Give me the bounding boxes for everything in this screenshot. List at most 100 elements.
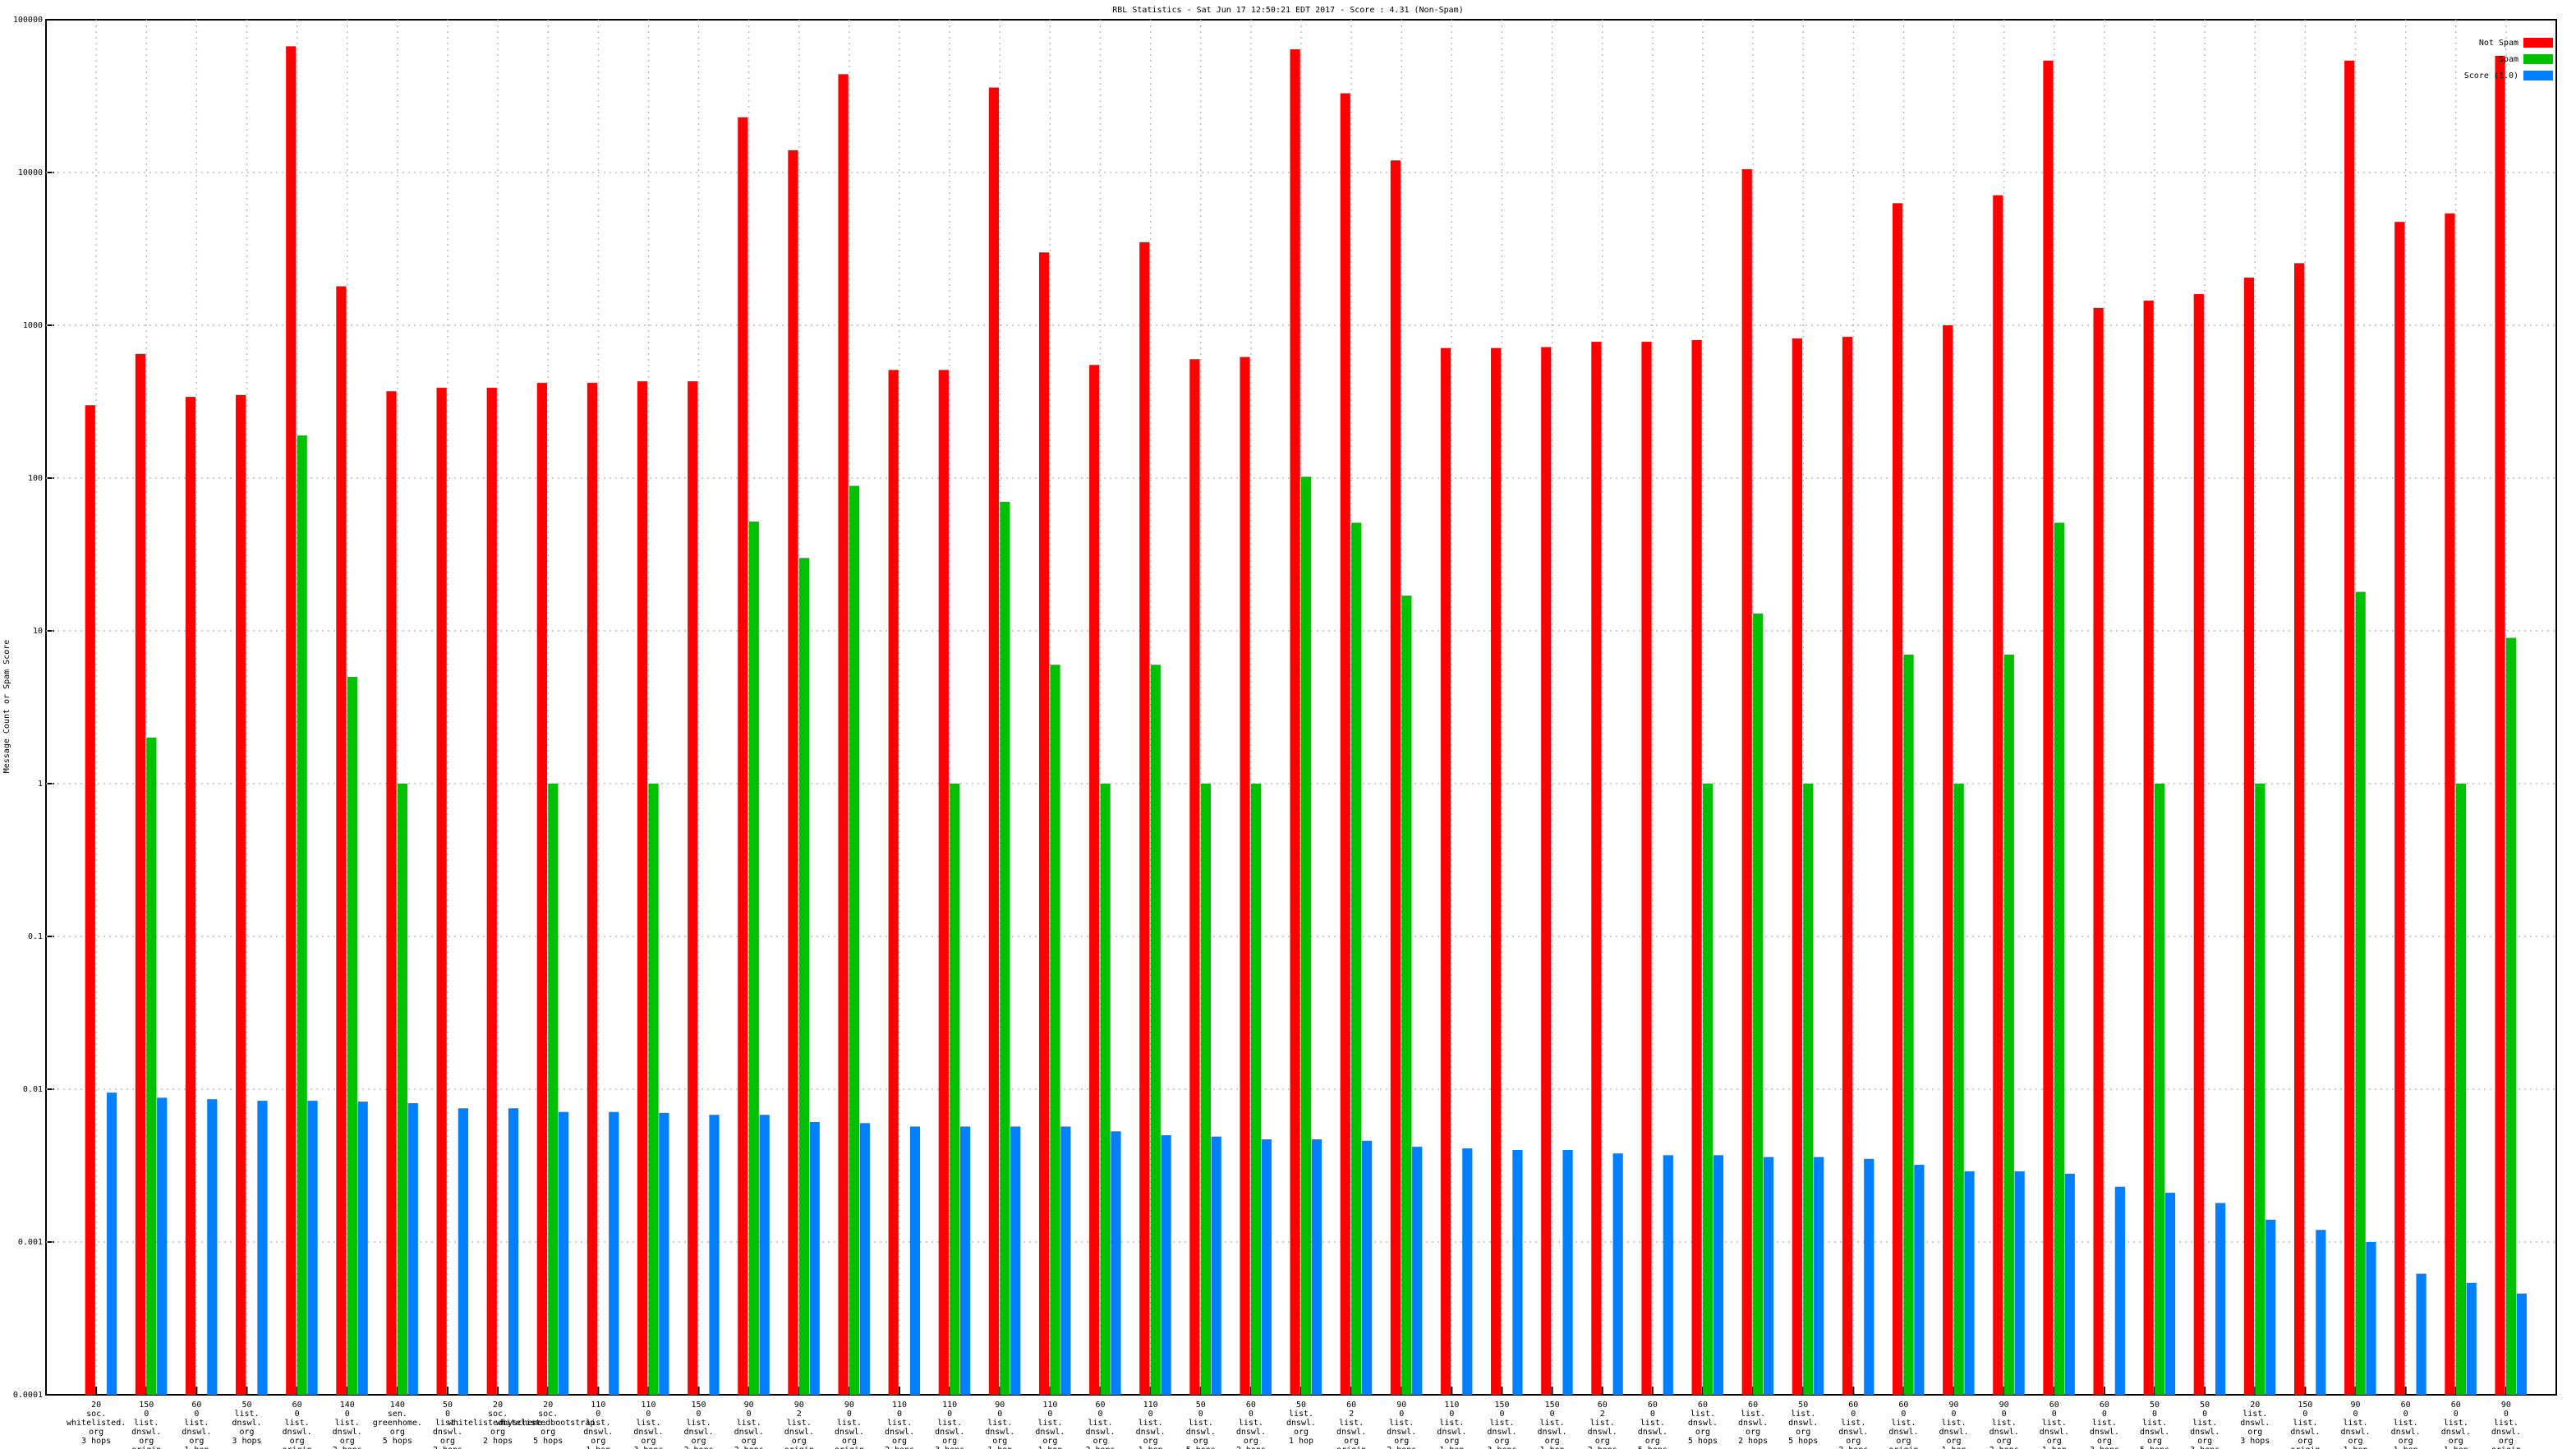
x-tick-label: list. [2192, 1419, 2217, 1428]
bar [458, 1108, 469, 1395]
x-tick-label: 0 [1550, 1410, 1555, 1419]
bar [1161, 1134, 1171, 1395]
bar [1139, 242, 1150, 1395]
y-tick-label: 10000 [18, 168, 43, 177]
x-tick-label: dnswl. [232, 1419, 261, 1428]
x-tick-label: 2 hops [683, 1446, 713, 1449]
x-tick-label: 150 [692, 1401, 706, 1410]
x-tick-label: dnswl. [2140, 1428, 2169, 1437]
x-tick-label: dnswl. [433, 1428, 462, 1437]
x-tick-label: list. [1489, 1419, 1514, 1428]
x-tick-label: org [2449, 1437, 2463, 1446]
bar [286, 46, 297, 1395]
bar [909, 1126, 921, 1395]
x-tick-label: 0 [1499, 1410, 1504, 1419]
x-tick-label: 2 hops [885, 1446, 914, 1449]
x-tick-label: dnswl. [1538, 1428, 1567, 1437]
bar [1401, 596, 1412, 1395]
x-tick-label: org [290, 1437, 305, 1446]
x-tick-label: 90 [2350, 1401, 2360, 1410]
x-tick-label: 1 hop [1037, 1446, 1062, 1449]
x-tick-label: origin [1888, 1446, 1918, 1449]
x-tick-label: list. [787, 1419, 812, 1428]
x-tick-label: 0 [897, 1410, 902, 1419]
bar [2266, 1219, 2276, 1395]
bar [609, 1111, 619, 1395]
x-tick-label: 0 [747, 1410, 752, 1419]
bar [1111, 1131, 1121, 1395]
bar [347, 676, 357, 1395]
bar [586, 383, 598, 1395]
x-tick-label: origin [283, 1446, 312, 1449]
bar [1211, 1136, 1221, 1395]
x-tick-label: 0 [997, 1410, 1002, 1419]
x-tick-label: list. [1239, 1419, 1263, 1428]
bar [2215, 1203, 2226, 1395]
x-tick-label: 20 [91, 1401, 101, 1410]
bar [236, 394, 246, 1395]
x-tick-label: 0 [1399, 1410, 1404, 1419]
bar [1200, 784, 1211, 1395]
x-tick-label: org [1344, 1437, 1359, 1446]
bar [2316, 1230, 2326, 1395]
bar [2466, 1282, 2477, 1395]
x-tick-label: 5 hops [1788, 1437, 1818, 1446]
x-tick-label: list. [1389, 1419, 1414, 1428]
bar [1964, 1171, 1975, 1395]
x-tick-label: list. [737, 1419, 761, 1428]
y-tick-label: 0.01 [23, 1085, 43, 1094]
x-tick-label: whitelistedbootstrap. [496, 1419, 600, 1428]
x-tick-label: 2 [1349, 1410, 1354, 1419]
x-tick-label: dnswl. [1236, 1428, 1266, 1437]
bar [738, 117, 748, 1395]
x-tick-label: 60 [1698, 1401, 1708, 1410]
x-tick-label: dnswl. [2290, 1428, 2320, 1437]
x-tick-label: 0 [194, 1410, 199, 1419]
x-tick-label: org [792, 1437, 807, 1446]
x-tick-label: org [390, 1428, 405, 1437]
x-tick-label: 50 [1296, 1401, 1306, 1410]
bar [2255, 784, 2266, 1395]
bar [1741, 169, 1752, 1395]
x-tick-label: 0 [144, 1410, 149, 1419]
x-tick-label: list. [435, 1419, 460, 1428]
x-tick-label: 0 [2102, 1410, 2107, 1419]
x-tick-label: dnswl. [131, 1428, 161, 1437]
x-tick-label: list. [134, 1419, 159, 1428]
bar [1591, 342, 1602, 1395]
x-tick-label: org [189, 1437, 204, 1446]
x-tick-label: 20 [543, 1401, 553, 1410]
x-tick-label: org [2499, 1437, 2514, 1446]
legend-label: Score (1.0) [2464, 71, 2518, 80]
x-tick-label: org [340, 1437, 355, 1446]
x-tick-label: dnswl. [1186, 1428, 1216, 1437]
x-tick-label: 1 hop [1540, 1446, 1565, 1449]
x-tick-label: list. [586, 1419, 610, 1428]
x-tick-label: soc. [538, 1410, 558, 1419]
x-tick-label: 2 hops [483, 1437, 513, 1446]
bar [407, 1103, 418, 1395]
x-tick-label: 2 hops [433, 1446, 462, 1449]
x-tick-label: org [2298, 1437, 2312, 1446]
x-tick-label: list. [987, 1419, 1012, 1428]
x-tick-label: list. [1590, 1419, 1615, 1428]
bar [1150, 665, 1161, 1395]
bar [1953, 784, 1964, 1395]
bar [2505, 637, 2517, 1395]
x-tick-label: dnswl. [734, 1428, 764, 1437]
x-tick-label: org [1394, 1437, 1409, 1446]
x-tick-label: org [1545, 1437, 1560, 1446]
x-tick-label: dnswl. [1638, 1428, 1668, 1437]
bar [1612, 1153, 1623, 1395]
bar [1753, 613, 1764, 1395]
x-tick-label: 1 hop [586, 1446, 610, 1449]
x-tick-label: 3 hops [1487, 1446, 1516, 1449]
bar [185, 397, 196, 1396]
x-tick-label: 0 [2454, 1410, 2459, 1419]
bar [1763, 1157, 1774, 1395]
bar [988, 87, 1000, 1396]
x-tick-label: list. [1741, 1410, 1765, 1419]
x-tick-label: org [1997, 1437, 2012, 1446]
x-tick-label: 2 hops [1387, 1446, 1416, 1449]
x-tick-label: 90 [1396, 1401, 1406, 1410]
